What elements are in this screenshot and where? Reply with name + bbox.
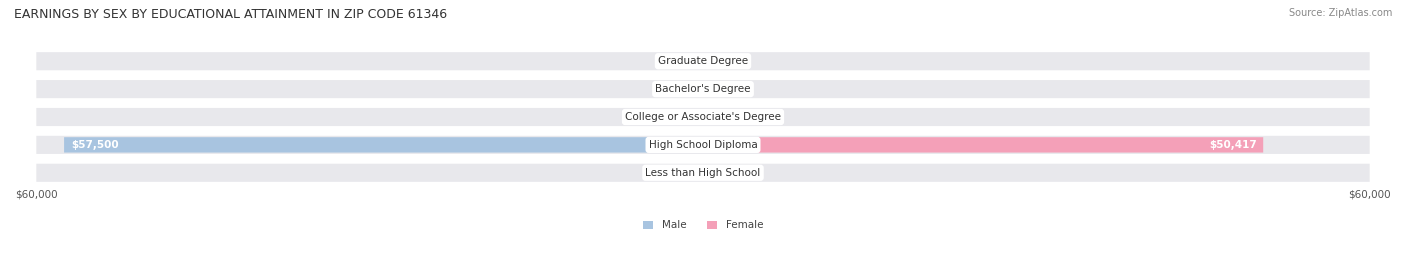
Text: $0: $0 [716, 84, 730, 94]
FancyBboxPatch shape [37, 108, 1369, 126]
FancyBboxPatch shape [703, 137, 1263, 153]
FancyBboxPatch shape [65, 137, 703, 153]
FancyBboxPatch shape [37, 164, 1369, 182]
Text: Less than High School: Less than High School [645, 168, 761, 178]
Text: $0: $0 [676, 56, 690, 66]
Text: $0: $0 [676, 112, 690, 122]
FancyBboxPatch shape [37, 136, 1369, 154]
Text: Bachelor's Degree: Bachelor's Degree [655, 84, 751, 94]
Text: Source: ZipAtlas.com: Source: ZipAtlas.com [1288, 8, 1392, 18]
Text: High School Diploma: High School Diploma [648, 140, 758, 150]
Text: $0: $0 [676, 168, 690, 178]
Text: EARNINGS BY SEX BY EDUCATIONAL ATTAINMENT IN ZIP CODE 61346: EARNINGS BY SEX BY EDUCATIONAL ATTAINMEN… [14, 8, 447, 21]
FancyBboxPatch shape [37, 80, 1369, 98]
Text: $0: $0 [716, 168, 730, 178]
Text: $0: $0 [716, 112, 730, 122]
Text: Graduate Degree: Graduate Degree [658, 56, 748, 66]
Text: $0: $0 [716, 56, 730, 66]
Legend: Male, Female: Male, Female [643, 220, 763, 230]
Text: $50,417: $50,417 [1209, 140, 1257, 150]
Text: $0: $0 [676, 84, 690, 94]
Text: College or Associate's Degree: College or Associate's Degree [626, 112, 780, 122]
Text: $57,500: $57,500 [70, 140, 118, 150]
FancyBboxPatch shape [37, 52, 1369, 70]
